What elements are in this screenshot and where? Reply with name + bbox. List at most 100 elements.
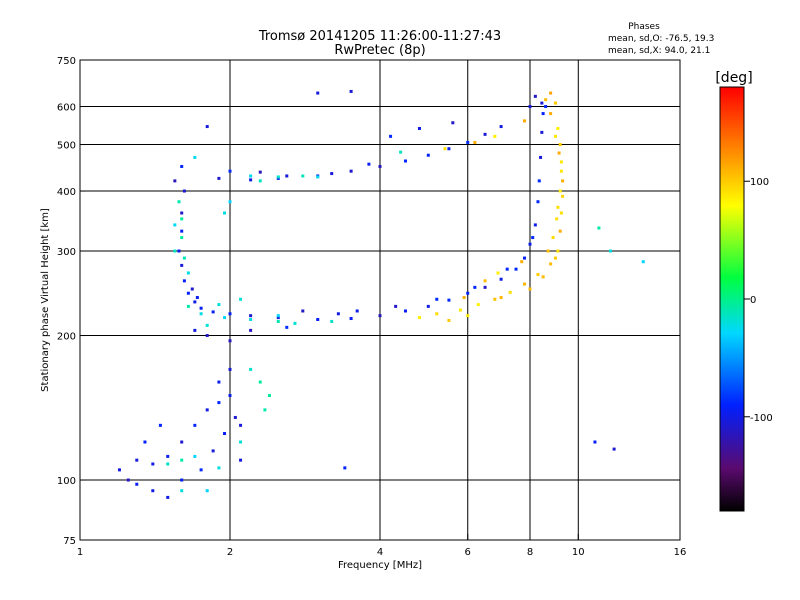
data-point <box>330 172 334 176</box>
data-point <box>514 267 518 271</box>
data-point <box>483 279 487 283</box>
data-point <box>166 495 170 499</box>
phase-info-line1: mean, sd,O: -76.5, 19.3 <box>608 34 714 44</box>
data-point <box>378 314 382 318</box>
data-point <box>528 105 532 109</box>
data-point <box>301 174 305 178</box>
data-point <box>544 105 548 109</box>
data-point <box>193 454 197 458</box>
data-point <box>546 249 550 253</box>
data-point <box>556 249 560 253</box>
colorbar <box>719 86 745 512</box>
data-point <box>177 200 181 204</box>
y-axis-label: Stationary phase Virtual Height [km] <box>40 208 51 392</box>
data-point <box>193 423 197 427</box>
data-point <box>223 432 227 436</box>
data-point <box>276 316 280 320</box>
data-point <box>249 174 253 178</box>
phase-info-line2: mean, sd,X: 94.0, 21.1 <box>608 46 710 56</box>
data-point <box>540 130 544 134</box>
colorbar-tick-label: -100 <box>750 413 773 424</box>
data-point <box>211 310 215 314</box>
data-point <box>533 223 537 227</box>
data-point <box>239 423 243 427</box>
data-point <box>180 458 184 462</box>
data-point <box>389 134 393 138</box>
data-point <box>180 478 184 482</box>
data-point <box>228 200 232 204</box>
data-point <box>394 304 398 308</box>
data-point <box>199 306 203 310</box>
chart-subtitle: RwPretec (8p) <box>334 43 425 58</box>
data-point <box>473 140 477 144</box>
data-point <box>539 155 543 159</box>
data-point <box>349 317 353 321</box>
data-point <box>217 401 221 405</box>
y-tick-label: 300 <box>57 247 76 258</box>
data-point <box>553 101 557 105</box>
data-point <box>180 263 184 267</box>
data-point <box>180 211 184 215</box>
data-point <box>556 205 560 209</box>
data-point <box>223 211 227 215</box>
data-point <box>549 91 553 95</box>
data-point <box>349 169 353 173</box>
data-point <box>499 296 503 300</box>
data-point <box>531 236 535 240</box>
data-point <box>493 134 497 138</box>
data-point <box>483 132 487 136</box>
data-point <box>558 143 562 147</box>
data-point <box>549 262 553 266</box>
data-point <box>166 462 170 466</box>
data-point <box>249 317 253 321</box>
data-point <box>285 174 289 178</box>
data-point <box>523 282 527 286</box>
grid-layer <box>80 60 680 540</box>
y-tick-label: 600 <box>57 103 76 114</box>
data-point <box>496 271 500 275</box>
data-point <box>505 267 509 271</box>
data-point <box>205 125 209 129</box>
data-point <box>533 94 537 98</box>
data-point <box>466 291 470 295</box>
data-point <box>556 126 560 130</box>
data-point <box>301 309 305 313</box>
data-point <box>559 160 563 164</box>
data-point <box>186 291 190 295</box>
data-point <box>249 328 253 332</box>
data-point <box>117 468 121 472</box>
data-point <box>451 121 455 125</box>
data-point <box>399 150 403 154</box>
data-point <box>180 440 184 444</box>
data-point <box>217 466 221 470</box>
data-point <box>608 249 612 253</box>
data-point <box>561 194 565 198</box>
data-point <box>177 249 181 253</box>
data-point <box>523 119 527 123</box>
y-tick-label: 200 <box>57 332 76 343</box>
data-point <box>193 155 197 159</box>
x-tick-label: 8 <box>527 547 533 558</box>
data-point <box>508 290 512 294</box>
colorbar-ticks: 100 0 -100 <box>744 177 773 424</box>
phase-info-title: Phases <box>628 22 660 32</box>
data-point <box>403 159 407 163</box>
data-point <box>211 449 215 453</box>
data-point <box>553 134 557 138</box>
data-point <box>316 175 320 179</box>
chart-title: Tromsø 20141205 11:26:00-11:27:43 <box>258 29 501 44</box>
data-point <box>239 458 243 462</box>
data-point <box>559 169 563 173</box>
data-point <box>593 440 597 444</box>
data-point <box>199 312 203 316</box>
data-point <box>158 423 162 427</box>
data-point <box>435 312 439 316</box>
data-point <box>549 112 553 116</box>
data-point <box>426 304 430 308</box>
y-axis-ticks: 75 100 200 300 400 500 600 750 <box>57 56 86 547</box>
data-point <box>186 271 190 275</box>
data-point <box>541 275 545 279</box>
data-point <box>276 314 280 318</box>
data-point <box>378 164 382 168</box>
